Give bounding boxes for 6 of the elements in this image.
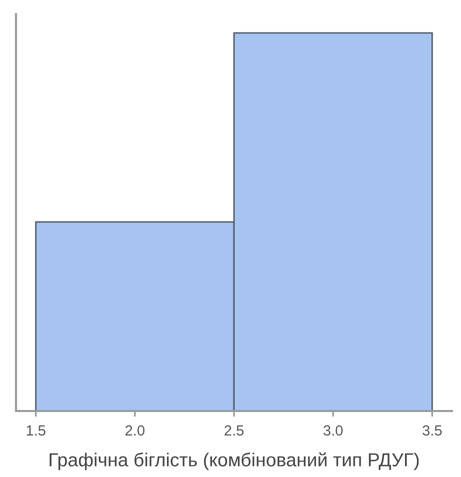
x-tick-label: 3.0 xyxy=(324,425,343,436)
x-tick-label: 2.0 xyxy=(126,425,144,436)
x-tick-label: 3.5 xyxy=(422,425,442,436)
x-tick-label: 2.5 xyxy=(224,425,244,436)
x-tick-label: 1.5 xyxy=(26,425,46,436)
x-axis-title: Графічна біглість (комбінований тип РДУГ) xyxy=(50,452,419,470)
